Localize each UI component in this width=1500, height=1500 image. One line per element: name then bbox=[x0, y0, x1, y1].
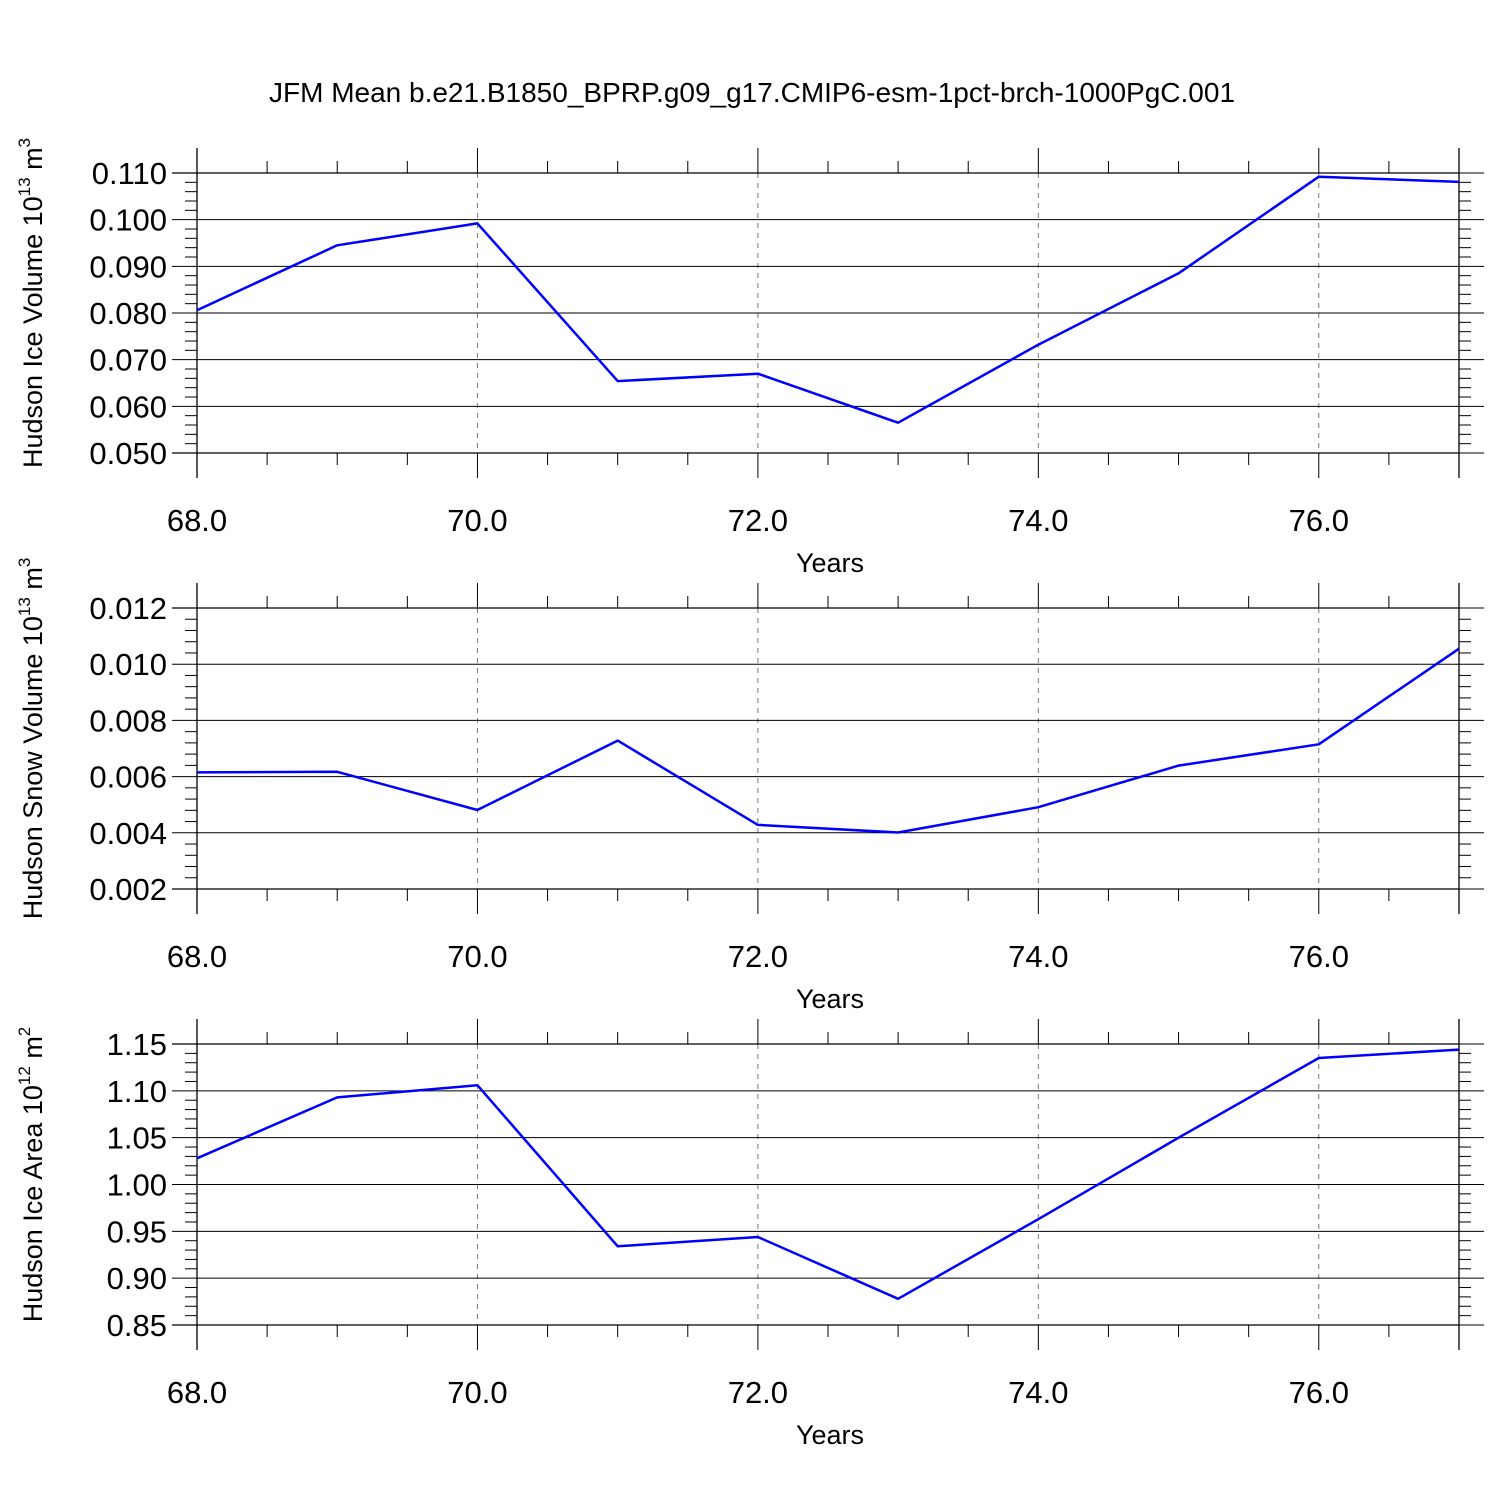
panel-2: 0.002 0.004 0.006 0.008 0.010 0.012 68.0 70.0 72… bbox=[15, 558, 1484, 1014]
y-tick-label: 0.070 bbox=[89, 343, 167, 378]
series-line bbox=[196, 1048, 1460, 1301]
x-tick-label: 74.0 bbox=[1008, 939, 1068, 974]
panel-1: 0.050 0.060 0.070 0.080 0.090 0.100 0.110 68.0 7… bbox=[15, 138, 1484, 578]
x-tick-label: 72.0 bbox=[728, 503, 788, 538]
y-tick-label: 0.110 bbox=[92, 156, 167, 191]
series-line bbox=[196, 647, 1460, 834]
x-axis-label: Years bbox=[796, 984, 864, 1014]
x-tick-label: 68.0 bbox=[167, 1375, 227, 1410]
y-tick-label: 0.85 bbox=[107, 1308, 167, 1343]
x-tick-label: 68.0 bbox=[167, 503, 227, 538]
y-tick-label: 0.008 bbox=[89, 703, 167, 738]
y-tick-label: 0.95 bbox=[107, 1214, 167, 1249]
x-tick-label: 74.0 bbox=[1008, 503, 1068, 538]
y-tick-label: 0.002 bbox=[89, 872, 167, 907]
y-tick-label: 0.050 bbox=[89, 436, 167, 471]
x-tick-label: 70.0 bbox=[447, 939, 507, 974]
y-tick-label: 0.012 bbox=[89, 591, 167, 626]
x-axis-label: Years bbox=[796, 548, 864, 578]
x-tick-label: 76.0 bbox=[1289, 939, 1349, 974]
y-tick-label: 1.10 bbox=[107, 1074, 167, 1109]
x-axis-label: Years bbox=[796, 1420, 864, 1450]
y-tick-label: 0.080 bbox=[89, 296, 167, 331]
y-tick-label: 0.100 bbox=[89, 203, 167, 238]
y-tick-label: 0.060 bbox=[89, 389, 167, 424]
y-tick-label: 0.090 bbox=[89, 249, 167, 284]
y-tick-label: 0.004 bbox=[89, 816, 167, 851]
y-tick-label: 1.15 bbox=[107, 1027, 167, 1062]
x-tick-label: 72.0 bbox=[728, 939, 788, 974]
x-tick-label: 74.0 bbox=[1008, 1375, 1068, 1410]
x-tick-label: 70.0 bbox=[447, 1375, 507, 1410]
x-tick-label: 76.0 bbox=[1289, 503, 1349, 538]
panels: 0.050 0.060 0.070 0.080 0.090 0.100 0.110 68.0 7… bbox=[15, 138, 1484, 1450]
series-line bbox=[196, 175, 1460, 424]
x-tick-label: 68.0 bbox=[167, 939, 227, 974]
y-tick-label: 0.006 bbox=[89, 760, 167, 795]
y-tick-label: 1.05 bbox=[107, 1121, 167, 1156]
x-tick-label: 76.0 bbox=[1289, 1375, 1349, 1410]
y-tick-label: 0.010 bbox=[89, 647, 167, 682]
y-tick-label: 0.90 bbox=[107, 1261, 167, 1296]
chart-title: JFM Mean b.e21.B1850_BPRP.g09_g17.CMIP6-… bbox=[269, 77, 1235, 108]
x-tick-label: 70.0 bbox=[447, 503, 507, 538]
y-axis-label: Hudson Ice Volume 1013 m3 bbox=[15, 138, 48, 468]
panel-3: 0.85 0.90 0.95 1.00 1.05 1.10 1.15 68.0 70.0 72.0… bbox=[15, 1019, 1484, 1450]
y-tick-label: 1.00 bbox=[107, 1168, 167, 1203]
x-tick-label: 72.0 bbox=[728, 1375, 788, 1410]
y-axis-label: Hudson Ice Area 1012 m2 bbox=[15, 1027, 48, 1323]
y-axis-label: Hudson Snow Volume 1013 m3 bbox=[15, 558, 48, 920]
